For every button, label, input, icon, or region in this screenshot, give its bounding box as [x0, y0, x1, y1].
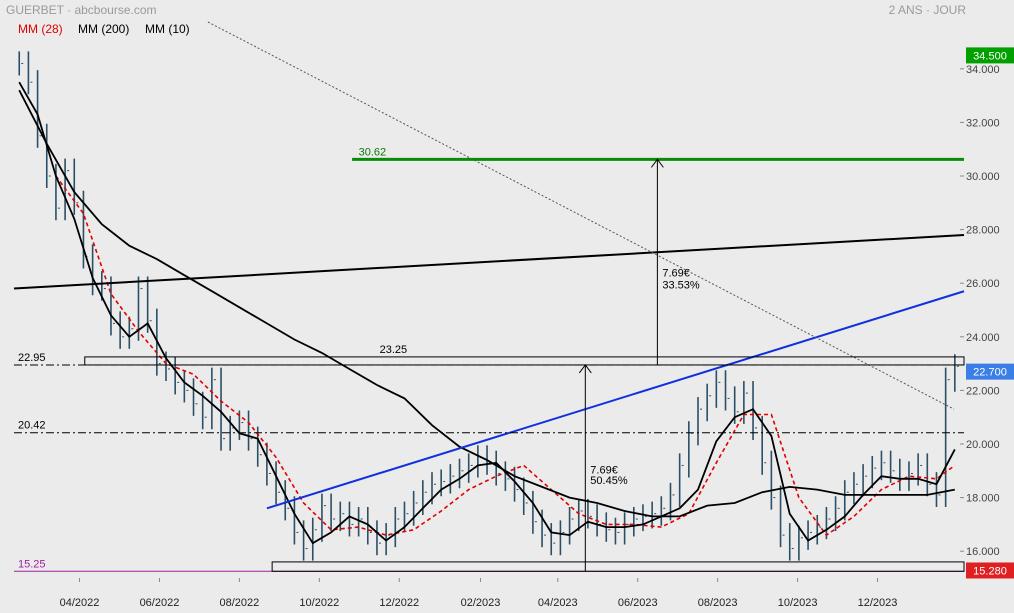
y-tick-label: 32.000 [966, 117, 1000, 129]
price-badge-label: 34.500 [973, 50, 1007, 62]
y-tick-label: 22.000 [966, 385, 1000, 397]
x-tick-label: 04/2022 [60, 597, 100, 609]
axes: 16.000 18.000 20.000 22.000 24.000 26.000 28.0… [60, 64, 1000, 609]
period-label: 2 ANS · JOUR [888, 3, 966, 17]
hline-label: 22.95 [18, 352, 46, 364]
y-tick-label: 34.000 [966, 64, 1000, 76]
hline-label: 15.25 [18, 558, 46, 570]
price-badge [966, 363, 1014, 380]
chart-title: GUERBET · abcbourse.com [6, 3, 157, 17]
support-zone [271, 561, 965, 572]
y-tick-label: 16.000 [966, 546, 1000, 558]
ma-line-10 [18, 81, 956, 545]
support-trendline [266, 290, 965, 510]
measure-1-amount: 7.69€ [662, 268, 690, 280]
hline-label: 20.42 [18, 420, 46, 432]
measure-2-arrowhead [578, 364, 592, 374]
x-tick-label: 06/2022 [140, 597, 180, 609]
price-bars [18, 51, 959, 561]
y-tick-label: 30.000 [966, 171, 1000, 183]
y-tick-label: 18.000 [966, 493, 1000, 505]
x-tick-label: 10/2023 [778, 597, 818, 609]
descending-dotted-line [207, 21, 955, 410]
target-label: 30.62 [359, 146, 387, 158]
measure-2-amount: 7.69€ [590, 464, 618, 476]
x-tick-label: 08/2022 [219, 597, 259, 609]
y-tick-label: 28.000 [966, 225, 1000, 237]
x-tick-label: 04/2023 [538, 597, 578, 609]
annotations: 22.9520.4215.2523.2530.627.69€33.53%7.69… [13, 21, 1014, 579]
price-badge [966, 47, 1014, 64]
x-tick-label: 10/2022 [299, 597, 339, 609]
zone-label: 23.25 [380, 344, 408, 356]
x-tick-label: 12/2022 [379, 597, 419, 609]
x-tick-label: 02/2023 [461, 597, 501, 609]
series-lines [18, 81, 956, 545]
y-tick-label: 20.000 [966, 439, 1000, 451]
x-tick-label: 08/2023 [698, 597, 738, 609]
legend-mm10[interactable]: MM (10) [145, 22, 190, 36]
price-badge [966, 562, 1014, 579]
resistance-zone [84, 356, 965, 366]
x-tick-label: 06/2023 [618, 597, 658, 609]
legend-mm28[interactable]: MM (28) [18, 22, 63, 36]
resistance-trendline [13, 233, 965, 290]
measure-1-percent: 33.53% [662, 280, 700, 292]
price-badge-label: 22.700 [973, 367, 1007, 379]
measure-2-percent: 50.45% [590, 475, 628, 487]
x-tick-label: 12/2023 [858, 597, 898, 609]
price-badge-label: 15.280 [973, 565, 1007, 577]
y-tick-label: 24.000 [966, 332, 1000, 344]
legend-mm200[interactable]: MM (200) [78, 22, 130, 36]
ma-line-200 [18, 89, 955, 518]
y-tick-label: 26.000 [966, 278, 1000, 290]
ma-line-28 [55, 175, 956, 537]
measure-1-arrowhead [650, 158, 664, 168]
